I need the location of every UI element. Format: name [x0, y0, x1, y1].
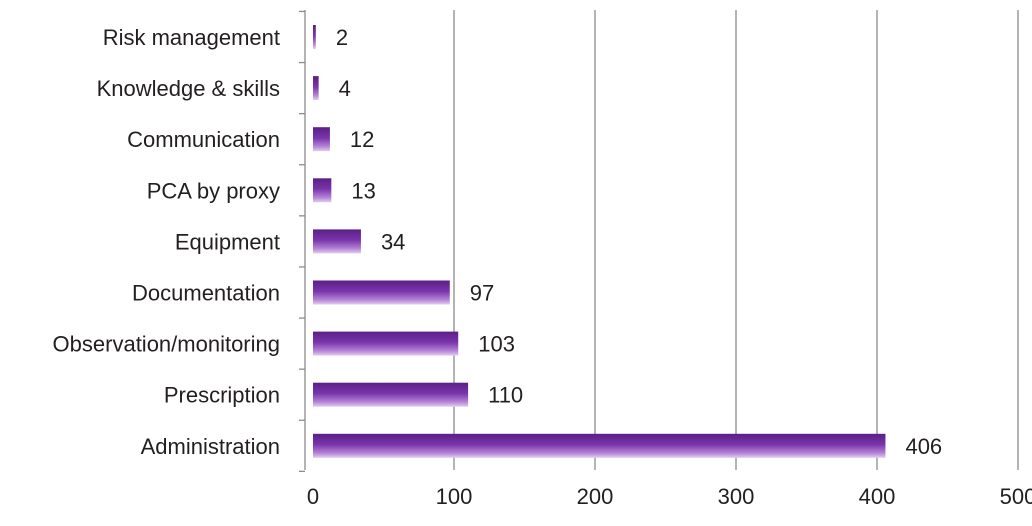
bar — [313, 178, 332, 203]
category-label: Communication — [127, 127, 280, 152]
category-label: Administration — [141, 434, 280, 459]
category-labels: Risk management Knowledge & skills Communi… — [53, 25, 280, 459]
x-tick-label: 200 — [577, 484, 614, 509]
data-label: 4 — [339, 76, 351, 101]
bar — [313, 127, 330, 152]
grid-lines — [453, 10, 1019, 470]
data-label: 103 — [478, 332, 515, 357]
data-label: 406 — [905, 434, 942, 459]
bars — [313, 25, 886, 458]
bar — [313, 433, 886, 458]
bar — [313, 229, 361, 254]
category-label: PCA by proxy — [147, 178, 280, 203]
x-tick-label: 0 — [307, 484, 319, 509]
category-label: Knowledge & skills — [97, 76, 280, 101]
x-tick-label: 500 — [1000, 484, 1032, 509]
bar — [313, 382, 469, 407]
data-label: 34 — [381, 229, 405, 254]
category-label: Risk management — [103, 25, 280, 50]
bar — [313, 76, 319, 101]
value-labels: 2 4 12 13 34 97 103 110 406 — [336, 25, 942, 459]
bar — [313, 25, 316, 49]
x-tick-label: 300 — [718, 484, 755, 509]
category-label: Equipment — [175, 229, 280, 254]
data-label: 97 — [470, 281, 494, 306]
data-label: 2 — [336, 25, 348, 50]
category-label: Prescription — [164, 383, 280, 408]
x-tick-label: 100 — [436, 484, 473, 509]
x-tick-label: 400 — [859, 484, 896, 509]
bar — [313, 331, 459, 356]
data-label: 13 — [351, 178, 375, 203]
category-label: Observation/monitoring — [53, 332, 280, 357]
data-label: 12 — [350, 127, 374, 152]
data-label: 110 — [488, 383, 523, 408]
category-label: Documentation — [132, 281, 280, 306]
x-tick-labels: 0 100 200 300 400 500 — [307, 484, 1032, 509]
bar — [313, 280, 450, 305]
axes — [299, 10, 306, 473]
